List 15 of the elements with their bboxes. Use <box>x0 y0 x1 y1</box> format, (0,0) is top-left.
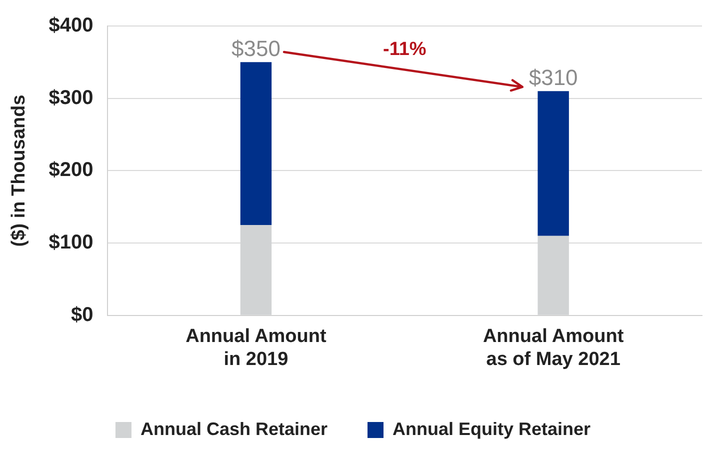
y-tick-label: $100 <box>48 232 94 254</box>
x-tick-label: Annual Amount in 2019 <box>186 326 327 370</box>
total-label: $310 <box>528 65 578 90</box>
y-axis-title: ($) in Thousands <box>8 94 30 247</box>
y-tick-label: $200 <box>48 159 94 182</box>
bar <box>240 62 272 225</box>
total-label: $350 <box>231 36 280 62</box>
bar <box>538 91 569 236</box>
y-tick-label: $400 <box>48 14 94 37</box>
annotation: -11% <box>382 39 426 60</box>
x-tick-label: Annual Amount as of May 2021 <box>482 326 624 370</box>
legend-label: Annual Equity Retainer <box>392 418 591 439</box>
legend-label: Annual Cash Retainer <box>140 418 328 439</box>
y-tick-label: $300 <box>48 86 94 109</box>
y-tick-label: $0 <box>71 304 94 326</box>
